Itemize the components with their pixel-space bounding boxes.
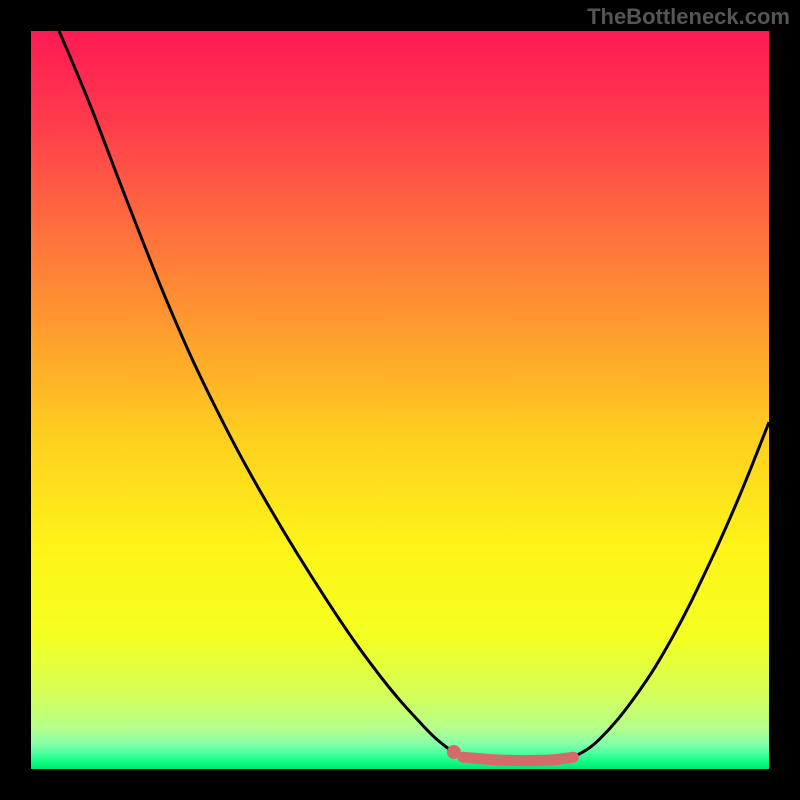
chart-container: TheBottleneck.com [0, 0, 800, 800]
flat-segment-highlight [463, 757, 574, 760]
plot-area [31, 31, 769, 769]
curve-left [59, 31, 463, 757]
curves-layer [31, 31, 769, 769]
curve-right [573, 422, 769, 757]
start-dot [447, 745, 461, 759]
attribution-text: TheBottleneck.com [587, 4, 790, 30]
